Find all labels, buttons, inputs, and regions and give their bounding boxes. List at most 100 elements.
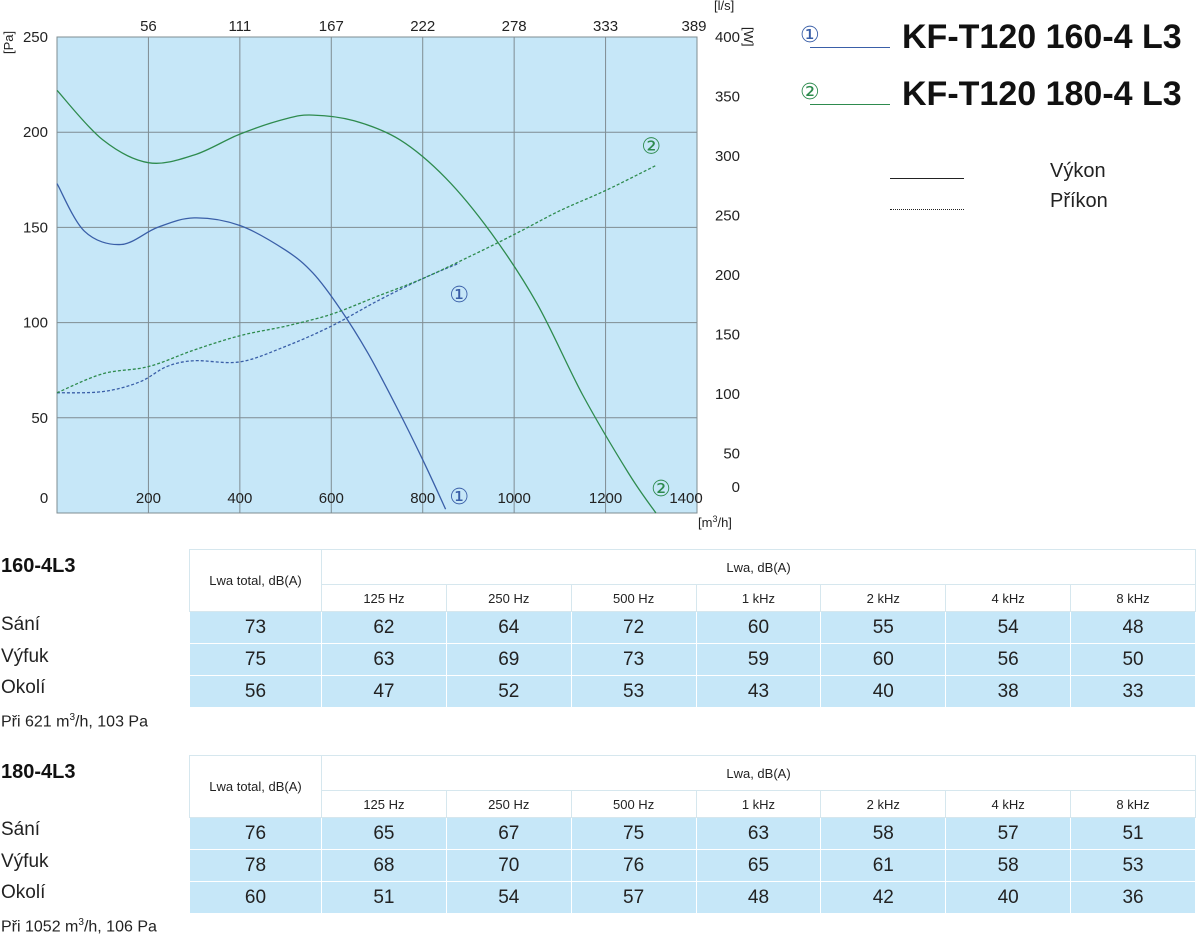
cell: 38 — [945, 675, 1072, 708]
cell: 53 — [570, 675, 697, 708]
annotations: ① ① ② ② — [449, 135, 670, 510]
y-left-tick-label: 100 — [23, 315, 48, 332]
cell: 36 — [1070, 881, 1196, 914]
band-250: 250 Hz — [445, 790, 572, 818]
top-tick-label: 333 — [593, 18, 618, 35]
y-right-tick-label: 250 — [715, 208, 740, 225]
table-row: 73 62 64 72 60 55 54 48 — [189, 611, 1196, 644]
band-8k: 8 kHz — [1070, 790, 1196, 818]
table-row: 78 68 70 76 65 61 58 53 — [189, 849, 1196, 882]
cell: 48 — [695, 881, 822, 914]
y-left-tick-label: 50 — [31, 410, 48, 427]
cell: 53 — [1070, 849, 1196, 882]
band-header: Lwa, dB(A) — [321, 549, 1196, 585]
cell: 56 — [189, 675, 322, 708]
cell: 42 — [820, 881, 947, 914]
legend-line-2 — [810, 104, 890, 105]
cell: 76 — [570, 849, 697, 882]
operating-point-note: Při 1052 m3/h, 106 Pa — [1, 917, 157, 936]
band-2k: 2 kHz — [820, 584, 947, 612]
table-title-160: 160-4L3 — [1, 555, 76, 577]
y-right-tick-label: 150 — [715, 327, 740, 344]
legend-model-2: KF-T120 180-4 L3 — [902, 75, 1182, 113]
total-header: Lwa total, dB(A) — [189, 549, 322, 612]
row-label-okoli: Okolí — [1, 677, 46, 698]
band-8k: 8 kHz — [1070, 584, 1196, 612]
cell: 48 — [1070, 611, 1196, 644]
cell: 68 — [321, 849, 447, 882]
top-tick-label: 222 — [410, 18, 435, 35]
row-label-sani: Sání — [1, 614, 41, 635]
y-right-tick-label: 200 — [715, 267, 740, 284]
cell: 69 — [445, 643, 572, 676]
band-500: 500 Hz — [570, 790, 697, 818]
legend-marker-1: ① — [800, 22, 820, 47]
y-right-tick-label: 400 — [715, 29, 740, 46]
row-label-vyfuk: Výfuk — [1, 851, 49, 872]
band-250: 250 Hz — [445, 584, 572, 612]
tick-labels: 0 200 400 600 800 1000 1200 1400 50 100 150 200 250 0… — [23, 18, 740, 507]
band-1k: 1 kHz — [695, 584, 822, 612]
row-label-sani: Sání — [1, 819, 41, 840]
cell: 78 — [189, 849, 322, 882]
cell: 54 — [945, 611, 1072, 644]
table-row: 60 51 54 57 48 42 40 36 — [189, 881, 1196, 914]
x-tick-label: 400 — [227, 490, 252, 507]
cell: 60 — [189, 881, 322, 914]
cell: 75 — [189, 643, 322, 676]
legend-kind-vykon: Výkon — [1050, 160, 1106, 182]
curve-marker-label: ① — [449, 283, 469, 308]
top-unit-label: [l/s] — [714, 0, 734, 13]
y-right-tick-label: 100 — [715, 386, 740, 403]
series-layer — [56, 89, 657, 514]
cell: 57 — [570, 881, 697, 914]
cell: 70 — [445, 849, 572, 882]
band-4k: 4 kHz — [945, 584, 1072, 612]
band-2k: 2 kHz — [820, 790, 947, 818]
y-right-tick-label: 350 — [715, 89, 740, 106]
cell: 43 — [695, 675, 822, 708]
band-500: 500 Hz — [570, 584, 697, 612]
cell: 61 — [820, 849, 947, 882]
band-125: 125 Hz — [321, 790, 447, 818]
plot-frame — [56, 36, 698, 514]
y-left-tick-label: 250 — [23, 29, 48, 46]
table-title-180: 180-4L3 — [1, 761, 76, 783]
top-tick-label: 278 — [502, 18, 527, 35]
cell: 73 — [189, 611, 322, 644]
cell: 58 — [945, 849, 1072, 882]
cell: 52 — [445, 675, 572, 708]
y-right-unit-label: [W] — [741, 27, 756, 47]
legend-kind-prikon: Příkon — [1050, 190, 1108, 212]
series-line-4 — [56, 164, 657, 394]
cell: 75 — [570, 817, 697, 850]
cell: 65 — [321, 817, 447, 850]
cell: 47 — [321, 675, 447, 708]
x-tick-label: 1400 — [669, 490, 702, 507]
y-right-tick-label: 300 — [715, 148, 740, 165]
cell: 73 — [570, 643, 697, 676]
cell: 40 — [820, 675, 947, 708]
cell: 67 — [445, 817, 572, 850]
cell: 62 — [321, 611, 447, 644]
cell: 33 — [1070, 675, 1196, 708]
y-left-tick-label: 200 — [23, 124, 48, 141]
top-tick-label: 111 — [228, 18, 251, 35]
noise-table-160: Lwa total, dB(A) Lwa, dB(A) 125 Hz 250 H… — [189, 549, 1196, 708]
band-1k: 1 kHz — [695, 790, 822, 818]
band-header: Lwa, dB(A) — [321, 755, 1196, 791]
cell: 63 — [695, 817, 822, 850]
cell: 50 — [1070, 643, 1196, 676]
band-125: 125 Hz — [321, 584, 447, 612]
legend-dashed-line — [890, 209, 964, 210]
cell: 59 — [695, 643, 822, 676]
cell: 63 — [321, 643, 447, 676]
band-4k: 4 kHz — [945, 790, 1072, 818]
cell: 76 — [189, 817, 322, 850]
cell: 60 — [820, 643, 947, 676]
x-tick-label: 0 — [40, 490, 48, 507]
cell: 57 — [945, 817, 1072, 850]
cell: 51 — [321, 881, 447, 914]
noise-table-180: Lwa total, dB(A) Lwa, dB(A) 125 Hz 250 H… — [189, 755, 1196, 914]
